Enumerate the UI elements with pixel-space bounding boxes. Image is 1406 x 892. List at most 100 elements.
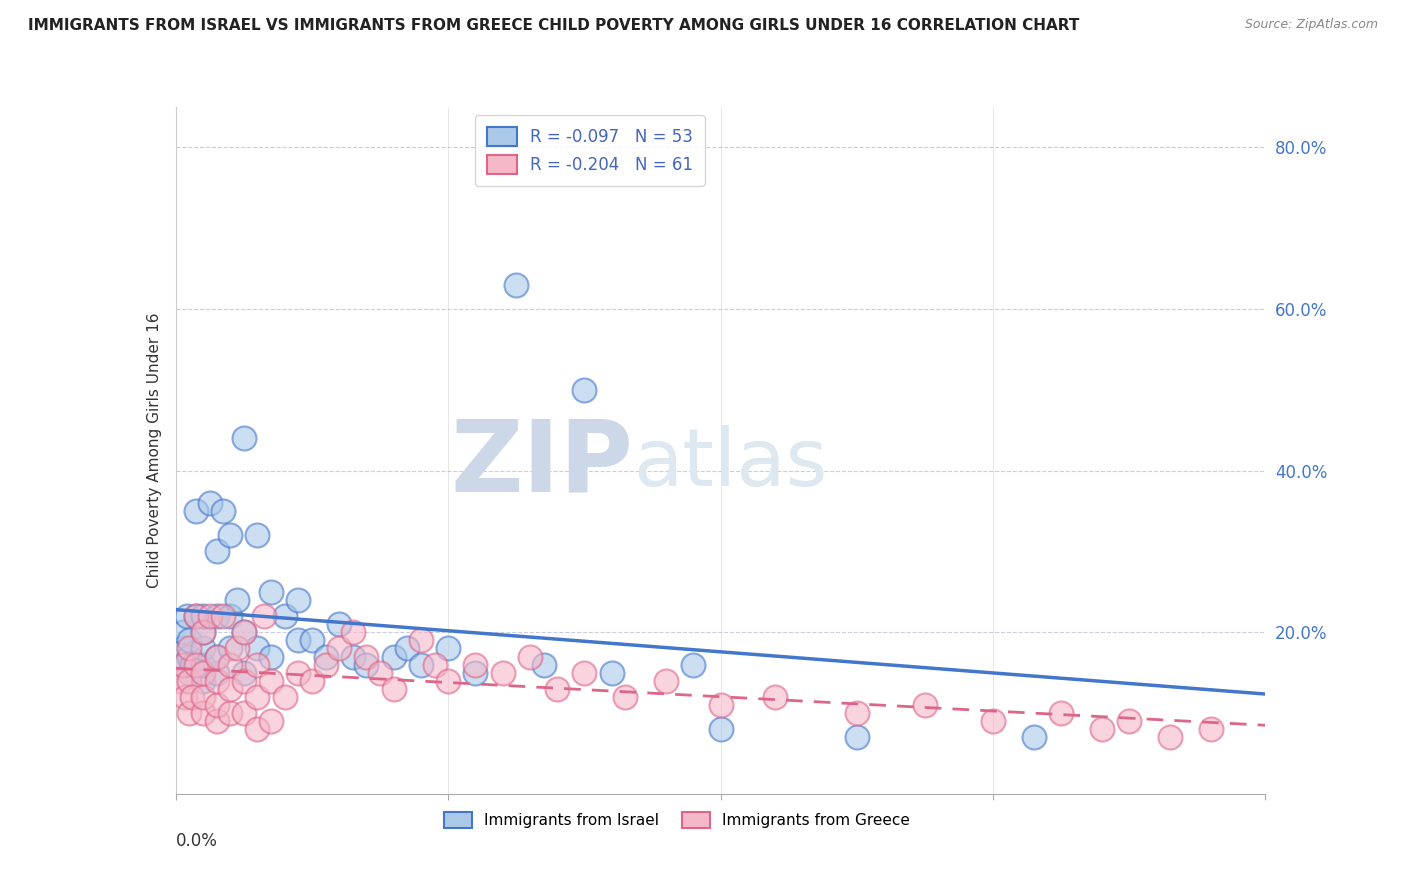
Point	[219, 706, 242, 720]
Point	[191, 665, 214, 680]
Point	[191, 673, 214, 688]
Point	[356, 649, 378, 664]
Point	[437, 641, 460, 656]
Point	[205, 665, 228, 680]
Point	[710, 723, 733, 737]
Point	[232, 665, 254, 680]
Point	[191, 657, 214, 672]
Point	[1091, 723, 1114, 737]
Point	[342, 649, 364, 664]
Point	[914, 698, 936, 712]
Point	[232, 706, 254, 720]
Text: Source: ZipAtlas.com: Source: ZipAtlas.com	[1244, 18, 1378, 31]
Point	[260, 649, 283, 664]
Text: atlas: atlas	[633, 425, 828, 503]
Point	[246, 528, 269, 542]
Point	[655, 673, 678, 688]
Point	[260, 714, 283, 728]
Point	[174, 657, 197, 672]
Point	[219, 657, 242, 672]
Point	[205, 544, 228, 558]
Point	[205, 649, 228, 664]
Point	[179, 649, 201, 664]
Point	[382, 681, 405, 696]
Point	[287, 593, 309, 607]
Point	[246, 723, 269, 737]
Point	[205, 673, 228, 688]
Point	[179, 633, 201, 648]
Point	[710, 698, 733, 712]
Point	[205, 649, 228, 664]
Point	[246, 690, 269, 704]
Point	[614, 690, 637, 704]
Point	[253, 609, 276, 624]
Point	[169, 673, 191, 688]
Point	[219, 609, 242, 624]
Point	[464, 665, 486, 680]
Point	[179, 665, 201, 680]
Point	[232, 673, 254, 688]
Y-axis label: Child Poverty Among Girls Under 16: Child Poverty Among Girls Under 16	[146, 313, 162, 588]
Point	[533, 657, 555, 672]
Point	[1199, 723, 1222, 737]
Point	[600, 665, 623, 680]
Point	[219, 681, 242, 696]
Point	[1050, 706, 1073, 720]
Point	[186, 657, 208, 672]
Point	[179, 673, 201, 688]
Point	[492, 665, 515, 680]
Point	[287, 665, 309, 680]
Point	[315, 657, 337, 672]
Point	[368, 665, 391, 680]
Point	[191, 706, 214, 720]
Point	[179, 641, 201, 656]
Point	[519, 649, 541, 664]
Point	[179, 706, 201, 720]
Point	[845, 731, 868, 745]
Text: IMMIGRANTS FROM ISRAEL VS IMMIGRANTS FROM GREECE CHILD POVERTY AMONG GIRLS UNDER: IMMIGRANTS FROM ISRAEL VS IMMIGRANTS FRO…	[28, 18, 1080, 33]
Point	[186, 609, 208, 624]
Point	[212, 504, 235, 518]
Point	[845, 706, 868, 720]
Legend: Immigrants from Israel, Immigrants from Greece: Immigrants from Israel, Immigrants from …	[439, 805, 915, 834]
Point	[574, 665, 596, 680]
Point	[274, 690, 297, 704]
Point	[274, 609, 297, 624]
Point	[763, 690, 786, 704]
Point	[172, 641, 194, 656]
Point	[205, 698, 228, 712]
Point	[981, 714, 1004, 728]
Point	[301, 673, 323, 688]
Text: 0.0%: 0.0%	[176, 831, 218, 850]
Point	[287, 633, 309, 648]
Point	[301, 633, 323, 648]
Point	[682, 657, 704, 672]
Point	[226, 641, 249, 656]
Point	[382, 649, 405, 664]
Point	[232, 625, 254, 640]
Point	[246, 657, 269, 672]
Point	[232, 625, 254, 640]
Point	[505, 277, 527, 292]
Point	[205, 714, 228, 728]
Point	[219, 528, 242, 542]
Point	[191, 625, 214, 640]
Point	[1159, 731, 1181, 745]
Text: ZIP: ZIP	[450, 416, 633, 513]
Point	[260, 585, 283, 599]
Point	[246, 641, 269, 656]
Point	[172, 625, 194, 640]
Point	[176, 609, 198, 624]
Point	[232, 431, 254, 445]
Point	[191, 609, 214, 624]
Point	[191, 690, 214, 704]
Point	[191, 641, 214, 656]
Point	[546, 681, 568, 696]
Point	[315, 649, 337, 664]
Point	[181, 657, 204, 672]
Point	[409, 657, 432, 672]
Point	[1118, 714, 1140, 728]
Point	[198, 609, 221, 624]
Point	[574, 383, 596, 397]
Point	[186, 504, 208, 518]
